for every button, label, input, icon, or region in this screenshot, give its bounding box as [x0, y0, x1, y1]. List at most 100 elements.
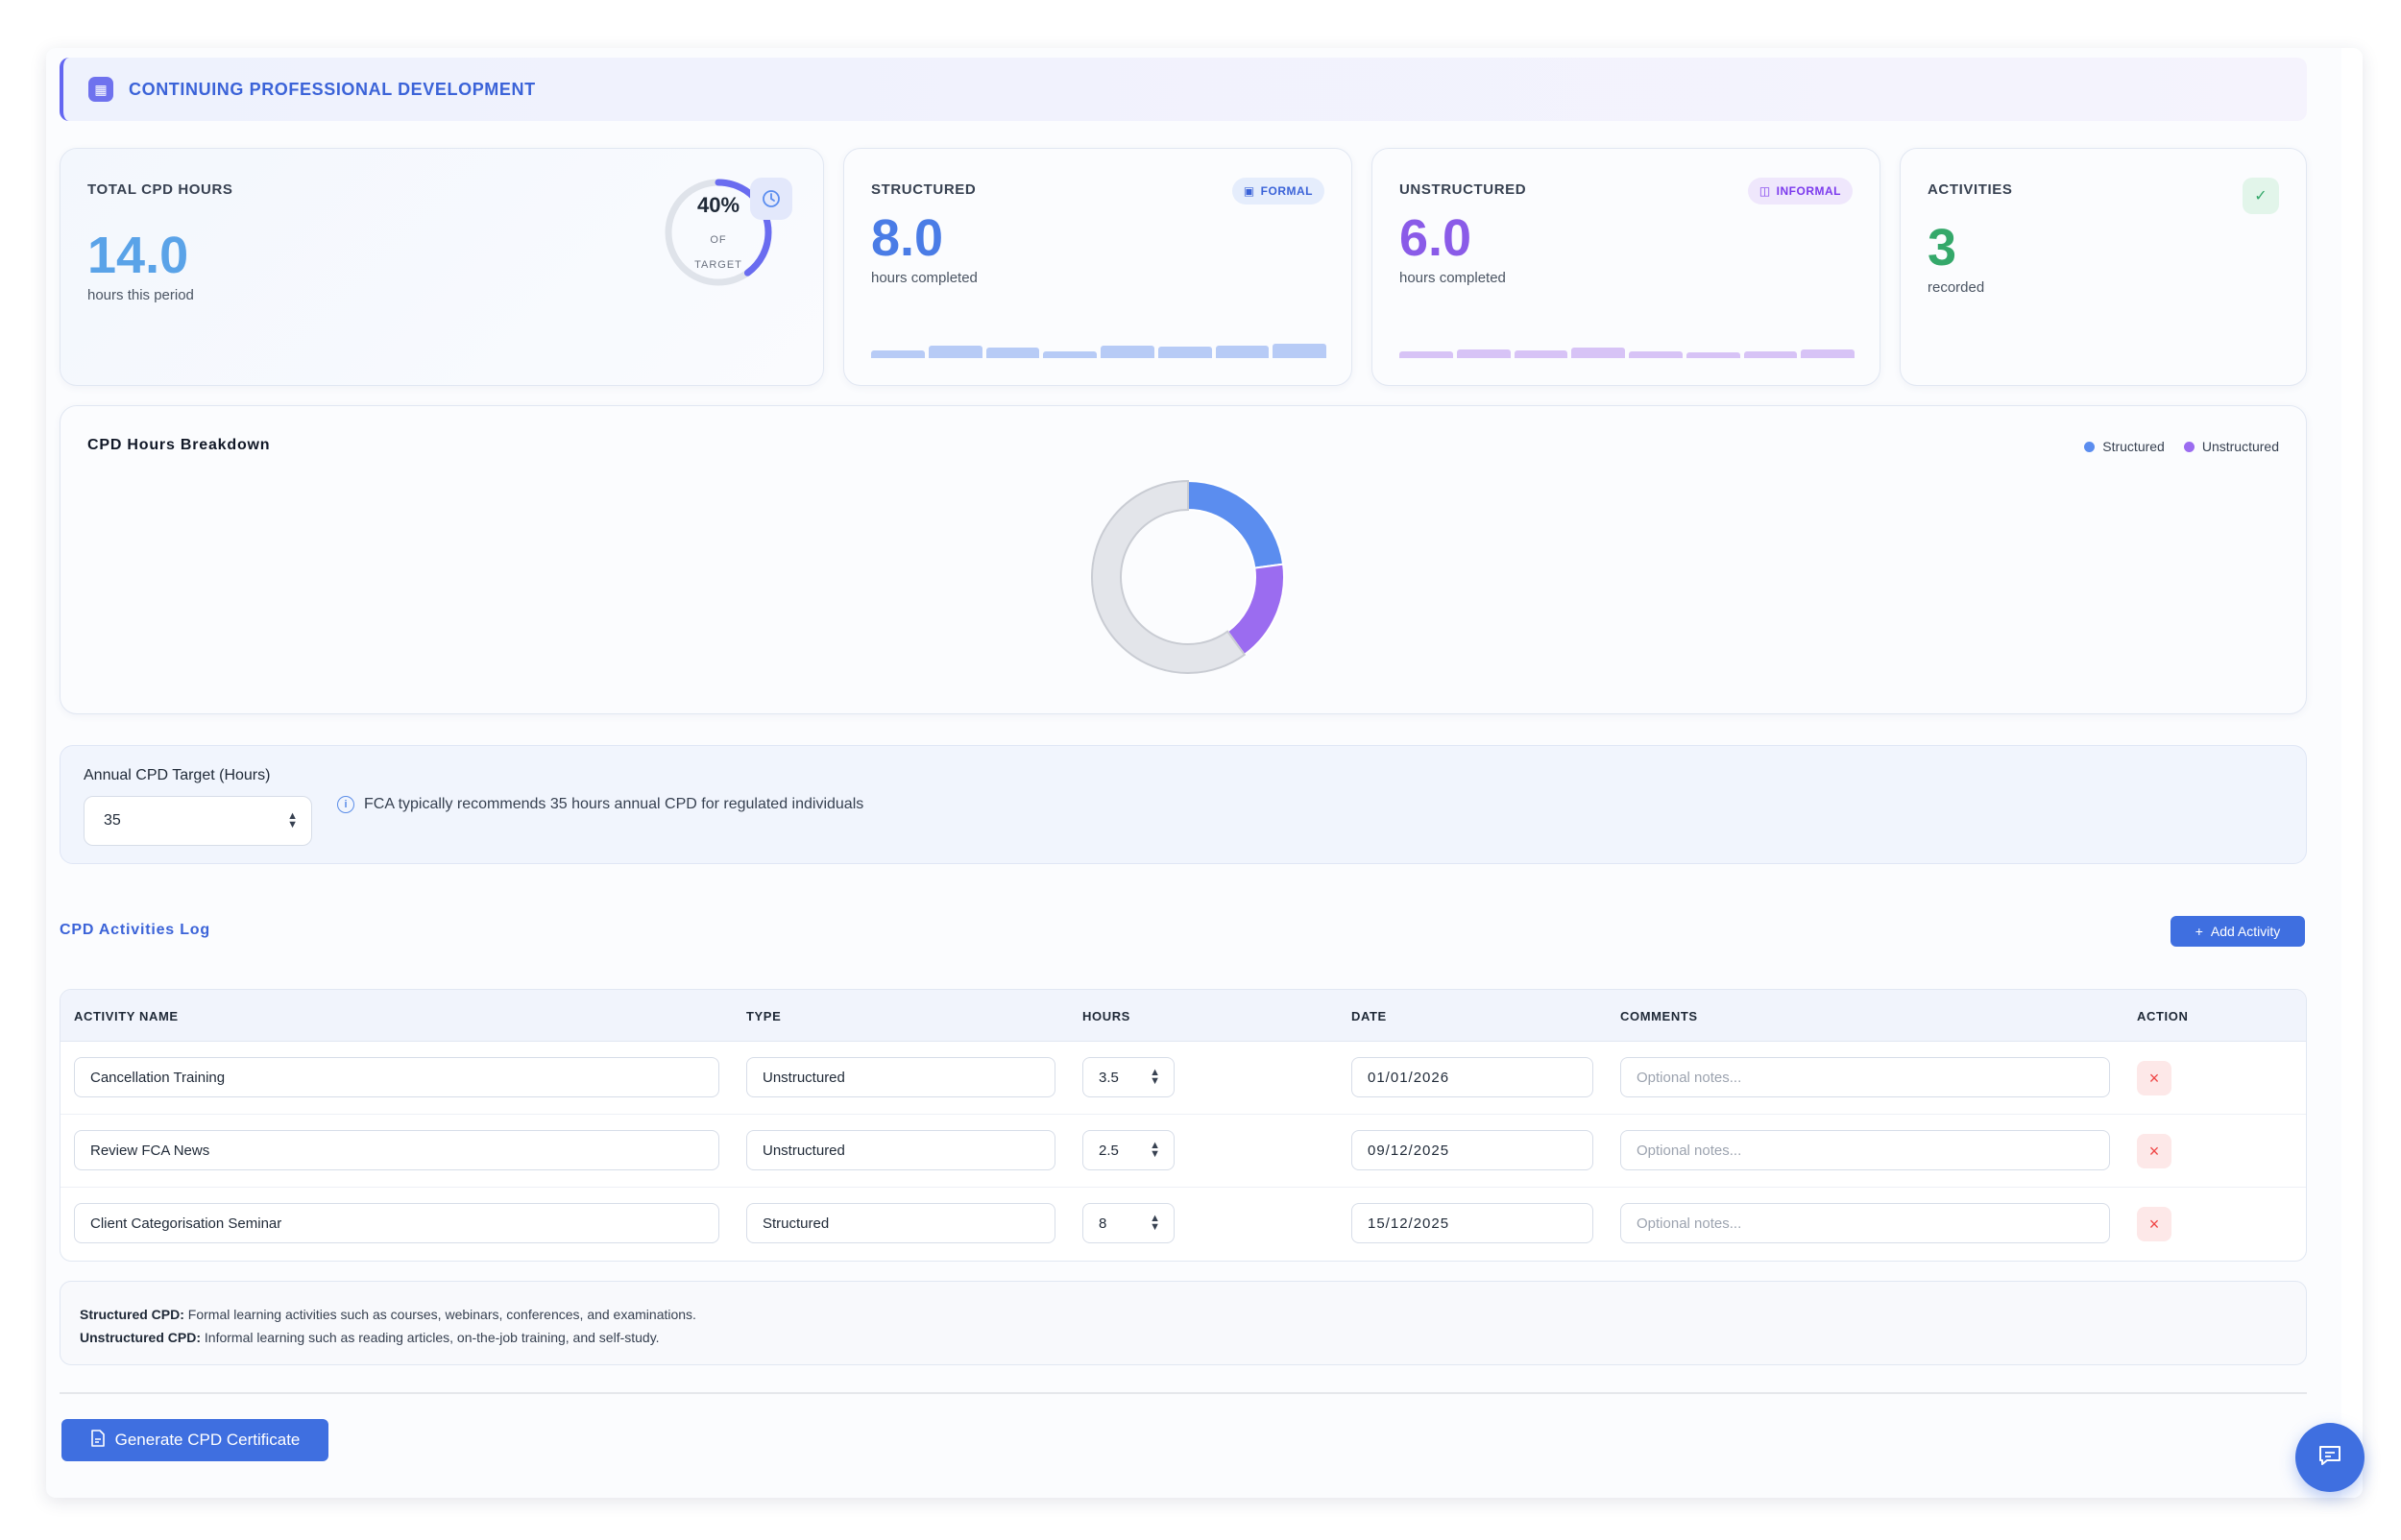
total-hours-value: 14.0 — [87, 227, 189, 284]
activity-date-input[interactable]: 15/12/2025 — [1351, 1203, 1593, 1243]
table-row: Client Categorisation Seminar Structured… — [61, 1188, 2306, 1261]
col-activity-name: ACTIVITY NAME — [74, 1009, 179, 1023]
legend-dot — [2183, 441, 2195, 452]
generate-certificate-button[interactable]: Generate CPD Certificate — [61, 1419, 328, 1461]
spark-bar — [1456, 349, 1511, 358]
target-hours-input[interactable]: 35 ▲ ▼ — [84, 796, 312, 846]
legend-item-unstructured[interactable]: Unstructured — [2183, 439, 2279, 454]
chart-title: CPD Hours Breakdown — [87, 437, 271, 453]
spark-bar — [1801, 349, 1855, 358]
total-hours-sub: hours this period — [87, 287, 194, 303]
activity-hours-input[interactable]: 8 ▲ ▼ — [1082, 1203, 1175, 1243]
target-progress-ring: 40% OF TARGET — [662, 176, 775, 289]
document-icon: ▦ — [88, 77, 113, 102]
spark-bar — [1399, 351, 1453, 358]
activity-name-input[interactable]: Client Categorisation Seminar — [74, 1203, 719, 1243]
ring-caption: OF TARGET — [694, 234, 742, 271]
col-type: TYPE — [746, 1009, 782, 1023]
add-activity-button[interactable]: + Add Activity — [2171, 916, 2305, 947]
target-label: Annual CPD Target (Hours) — [84, 767, 271, 783]
stepper-icon[interactable]: ▲ ▼ — [287, 810, 298, 830]
total-hours-card: TOTAL CPD HOURS 14.0 hours this period 4… — [60, 148, 824, 386]
stepper-icon[interactable]: ▲ ▼ — [1150, 1067, 1160, 1087]
activity-type-select[interactable]: Structured — [746, 1203, 1055, 1243]
activity-hours-input[interactable]: 3.5 ▲ ▼ — [1082, 1057, 1175, 1097]
unstructured-definition: Unstructured CPD: Informal learning such… — [80, 1330, 660, 1345]
check-icon: ✓ — [2243, 178, 2279, 214]
close-icon: × — [2148, 1068, 2160, 1088]
annual-target-card: Annual CPD Target (Hours) 35 ▲ ▼ i FCA ty… — [60, 745, 2307, 864]
spark-bar — [928, 346, 982, 358]
table-row: Review FCA News Unstructured 2.5 ▲ ▼ 09/12… — [61, 1115, 2306, 1188]
ring-percent: 40% — [696, 193, 740, 217]
stepper-icon[interactable]: ▲ ▼ — [1150, 1140, 1160, 1160]
info-icon: i — [337, 796, 354, 813]
book-icon: ◫ — [1758, 184, 1771, 198]
activities-card: ACTIVITIES ✓ 3 recorded — [1900, 148, 2307, 386]
plus-icon: + — [2195, 924, 2203, 939]
section-header: ▦ CONTINUING PROFESSIONAL DEVELOPMENT — [60, 58, 2307, 121]
formal-badge: ▣ FORMAL — [1231, 178, 1324, 205]
chat-button[interactable] — [2295, 1423, 2365, 1492]
close-icon: × — [2148, 1141, 2160, 1161]
activities-log-title: CPD Activities Log — [60, 922, 210, 938]
activities-sub: recorded — [1928, 279, 1985, 296]
activities-value: 3 — [1928, 219, 1957, 277]
donut-chart — [1091, 479, 1285, 674]
clock-icon — [750, 178, 792, 220]
cpd-breakdown-card: CPD Hours Breakdown Structured Unstructu… — [60, 405, 2307, 714]
file-icon — [90, 1429, 106, 1452]
activities-label: ACTIVITIES — [1928, 181, 2013, 198]
structured-sub: hours completed — [871, 270, 978, 286]
spark-bar — [1043, 351, 1097, 358]
col-comments: COMMENTS — [1620, 1009, 1698, 1023]
activity-name-input[interactable]: Review FCA News — [74, 1130, 719, 1170]
structured-sparkbars — [871, 339, 1326, 358]
activity-comments-input[interactable]: Optional notes... — [1620, 1057, 2110, 1097]
delete-row-button[interactable]: × — [2137, 1061, 2171, 1095]
activity-comments-input[interactable]: Optional notes... — [1620, 1203, 2110, 1243]
scrollbar-track[interactable] — [2341, 48, 2363, 1498]
legend-dot — [2084, 441, 2096, 452]
activity-hours-input[interactable]: 2.5 ▲ ▼ — [1082, 1130, 1175, 1170]
unstructured-value: 6.0 — [1399, 209, 1472, 267]
spark-bar — [1273, 344, 1326, 358]
spark-bar — [1743, 351, 1798, 358]
structured-card: STRUCTURED ▣ FORMAL 8.0 hours completed — [843, 148, 1352, 386]
activity-date-input[interactable]: 01/01/2026 — [1351, 1057, 1593, 1097]
donut-slice-unstructured[interactable] — [1225, 563, 1285, 657]
spark-bar — [1157, 347, 1212, 358]
spark-bar — [1514, 350, 1568, 358]
stepper-icon[interactable]: ▲ ▼ — [1150, 1213, 1160, 1233]
divider — [60, 1392, 2307, 1394]
spark-bar — [871, 350, 925, 358]
activity-type-select[interactable]: Unstructured — [746, 1057, 1055, 1097]
total-hours-label: TOTAL CPD HOURS — [87, 181, 233, 198]
unstructured-sub: hours completed — [1399, 270, 1506, 286]
chart-legend: Structured Unstructured — [2084, 439, 2279, 454]
unstructured-sparkbars — [1399, 339, 1855, 358]
delete-row-button[interactable]: × — [2137, 1207, 2171, 1241]
delete-row-button[interactable]: × — [2137, 1134, 2171, 1168]
calendar-icon: ▣ — [1243, 184, 1255, 198]
activity-date-input[interactable]: 09/12/2025 — [1351, 1130, 1593, 1170]
spark-bar — [1101, 346, 1154, 358]
activity-type-select[interactable]: Unstructured — [746, 1130, 1055, 1170]
activity-name-input[interactable]: Cancellation Training — [74, 1057, 719, 1097]
table-header: ACTIVITY NAME TYPE HOURS DATE COMMENTS A… — [61, 990, 2306, 1042]
section-title: CONTINUING PROFESSIONAL DEVELOPMENT — [129, 79, 536, 99]
spark-bar — [1571, 348, 1625, 358]
table-row: Cancellation Training Unstructured 3.5 ▲ ▼… — [61, 1042, 2306, 1115]
cpd-definitions: Structured CPD: Formal learning activiti… — [60, 1281, 2307, 1365]
unstructured-card: UNSTRUCTURED ◫ INFORMAL 6.0 hours complet… — [1371, 148, 1880, 386]
spark-bar — [1215, 346, 1270, 358]
spark-bar — [985, 348, 1040, 358]
close-icon: × — [2148, 1214, 2160, 1234]
target-info: i FCA typically recommends 35 hours annu… — [337, 796, 863, 813]
activity-comments-input[interactable]: Optional notes... — [1620, 1130, 2110, 1170]
legend-item-structured[interactable]: Structured — [2084, 439, 2165, 454]
donut-slice-remaining[interactable] — [1091, 479, 1247, 674]
col-date: DATE — [1351, 1009, 1387, 1023]
donut-slice-structured[interactable] — [1187, 479, 1285, 569]
cpd-panel: ▦ CONTINUING PROFESSIONAL DEVELOPMENT TO… — [46, 48, 2363, 1498]
